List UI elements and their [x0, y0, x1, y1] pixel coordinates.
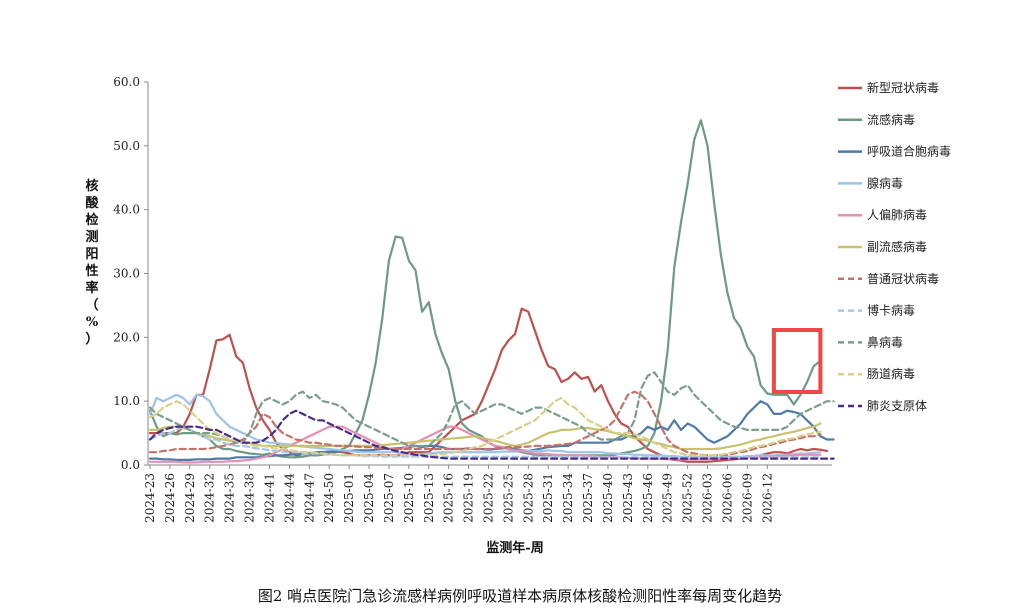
y-axis-title-char: 检 [85, 212, 98, 228]
x-tick-label: 2025-01 [342, 473, 356, 523]
series-line [148, 119, 822, 459]
x-tick-label: 2025-25 [501, 473, 515, 523]
x-tick-label: 2024-44 [282, 473, 296, 523]
y-axis-title-char: 酸 [85, 195, 99, 211]
x-tick-label: 2025-13 [422, 473, 436, 523]
x-tick-label: 2025-10 [402, 473, 416, 523]
x-axis-title: 监测年-周 [486, 540, 543, 556]
y-tick-label: 40.0 [113, 203, 140, 217]
x-tick-label: 2025-16 [442, 473, 456, 523]
legend-label: 流感病毒 [867, 112, 915, 127]
series-line [148, 396, 822, 457]
x-tick-label: 2025-52 [681, 473, 695, 523]
series-line [148, 390, 822, 457]
legend-label: 呼吸道合胞病毒 [867, 144, 951, 159]
highlight-box [771, 328, 823, 394]
x-tick-label: 2025-49 [661, 473, 675, 523]
y-tick-label: 60.0 [113, 75, 140, 89]
x-tick-label: 2024-50 [322, 473, 336, 523]
y-tick-label: 30.0 [113, 267, 140, 281]
x-tick-label: 2025-28 [521, 473, 535, 523]
legend-label: 副流感病毒 [867, 239, 927, 254]
x-tick-label: 2025-31 [541, 473, 555, 523]
y-tick-label: 50.0 [113, 139, 140, 153]
y-axis-title-char: % [86, 315, 99, 330]
x-tick-label: 2025-07 [382, 473, 396, 523]
y-axis-title-char: 阳 [85, 247, 98, 262]
x-tick-label: 2026-09 [740, 473, 754, 523]
x-tick-label: 2026-03 [701, 473, 715, 523]
x-tick-label: 2024-26 [163, 473, 177, 523]
x-tick-label: 2026-06 [720, 473, 734, 523]
x-tick-label: 2025-46 [641, 473, 655, 523]
x-tick-label: 2025-34 [561, 473, 575, 523]
y-axis-title-char: 测 [85, 229, 98, 245]
legend-label: 人偏肺病毒 [867, 207, 927, 222]
figure-caption: 图2 哨点医院门急诊流感样病例呼吸道样本病原体核酸检测阳性率每周变化趋势 [258, 587, 782, 605]
series-line [148, 425, 822, 459]
series-lines [148, 119, 835, 464]
x-tick-label: 2025-19 [462, 473, 476, 523]
y-tick-label: 20.0 [113, 330, 140, 344]
x-tick-label: 2024-38 [243, 473, 257, 523]
legend-label: 肠道病毒 [867, 366, 915, 381]
series-line [148, 371, 835, 447]
y-ticks: 0.0 10.0 20.0 30.0 40.0 50.0 60.0 [113, 75, 148, 472]
y-axis-title-char: 性 [85, 263, 98, 279]
legend-label: 新型冠状病毒 [867, 80, 939, 95]
y-axis-title-char: ） [85, 331, 98, 347]
y-axis-title-char: 率 [85, 280, 98, 296]
x-tick-label: 2024-41 [262, 473, 276, 523]
x-tick-label: 2025-43 [621, 473, 635, 523]
x-tick-label: 2024-32 [203, 473, 217, 523]
legend-label: 肺炎支原体 [867, 399, 927, 413]
legend-label: 普通冠状病毒 [867, 271, 939, 286]
x-tick-label: 2025-04 [362, 473, 376, 523]
x-tick-label: 2025-40 [601, 473, 615, 523]
legend: 新型冠状病毒流感病毒呼吸道合胞病毒腺病毒人偏肺病毒副流感病毒普通冠状病毒博卡病毒… [838, 80, 951, 413]
y-tick-label: 10.0 [113, 394, 140, 408]
series-line [148, 425, 822, 464]
series-line [148, 409, 835, 460]
x-tick-label: 2024-35 [223, 473, 237, 523]
y-tick-label: 0.0 [121, 458, 140, 472]
y-axis-title-char: （ [85, 297, 98, 313]
x-tick-label: 2024-29 [183, 473, 197, 523]
x-ticks: 2024-23 2024-26 2024-29 2024-32 2024-35 2024-… [143, 465, 774, 523]
x-tick-label: 2024-47 [302, 473, 316, 523]
legend-label: 博卡病毒 [867, 303, 915, 318]
y-axis-title-char: 核 [85, 178, 98, 194]
x-tick-label: 2025-37 [581, 473, 595, 523]
legend-label: 腺病毒 [867, 175, 903, 190]
x-tick-label: 2025-22 [482, 473, 496, 523]
series-line [148, 400, 835, 461]
x-tick-label: 2026-12 [760, 473, 774, 523]
series-line [148, 307, 829, 463]
plot-area: 0.010.020.030.040.050.060.0 2024-23 2024-… [113, 75, 835, 523]
y-axis-title: 核酸检测阳性率（%） [85, 178, 99, 347]
x-tick-label: 2024-23 [143, 473, 157, 523]
legend-label: 鼻病毒 [867, 334, 903, 349]
